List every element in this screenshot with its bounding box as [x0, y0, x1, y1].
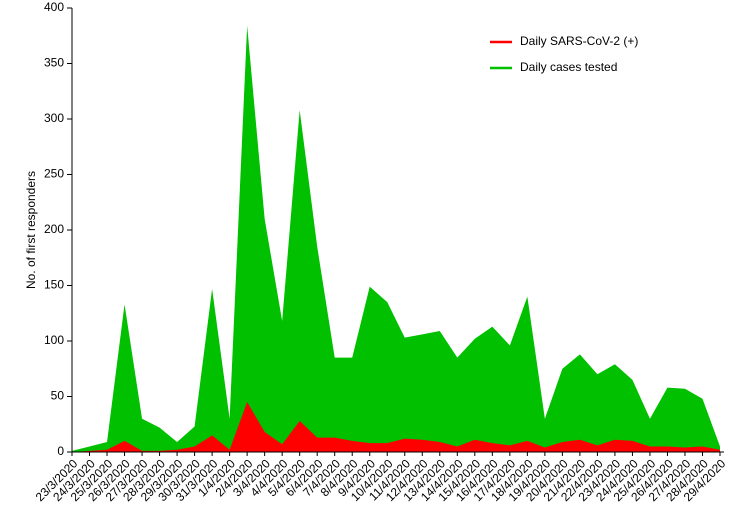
area	[72, 25, 720, 452]
y-tick-label: 100	[44, 333, 64, 347]
y-tick-label: 350	[44, 56, 64, 70]
legend-label: Daily SARS-CoV-2 (+)	[520, 34, 638, 48]
legend-label: Daily cases tested	[520, 60, 617, 74]
y-tick-label: 50	[51, 389, 65, 403]
y-tick-label: 300	[44, 111, 64, 125]
y-tick-label: 200	[44, 222, 64, 236]
y-tick-label: 150	[44, 278, 64, 292]
y-tick-label: 250	[44, 167, 64, 181]
y-axis-label: No. of first responders	[24, 171, 38, 289]
y-tick-label: 0	[57, 444, 64, 458]
area	[72, 402, 720, 452]
y-tick-label: 400	[44, 0, 64, 14]
